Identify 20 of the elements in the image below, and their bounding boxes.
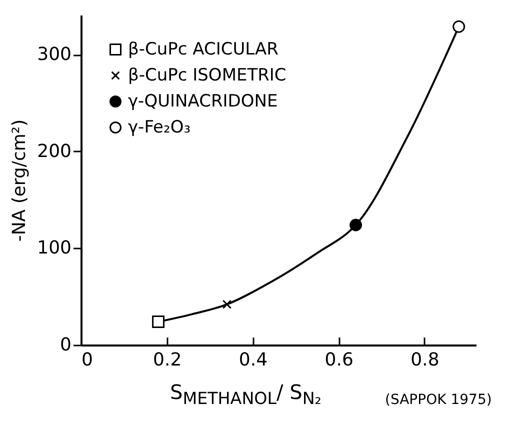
legend-label: γ-QUINACRIDONE xyxy=(128,92,278,112)
legend-label: β-CuPc ACICULAR xyxy=(128,40,279,60)
x-tick-label: 0 xyxy=(82,350,93,370)
point xyxy=(222,300,232,309)
y-tick-label: 0 xyxy=(60,334,72,356)
y-tick-label: 300 xyxy=(37,44,72,66)
x-tick-label: 0.2 xyxy=(153,350,182,370)
x-axis-title: S$_{METHANOL}$/ S$_{N₂}$ xyxy=(170,380,322,408)
legend-label: β-CuPc ISOMETRIC xyxy=(128,66,286,86)
text: (SAPPOK 1975) xyxy=(385,392,492,408)
y-tick-label: 100 xyxy=(37,238,72,259)
legend-label: γ-Fe₂O₃ xyxy=(128,118,191,138)
point xyxy=(152,316,165,328)
x-tick-label: 0.6 xyxy=(324,350,354,370)
point xyxy=(452,20,466,33)
x-tick-label: 0.8 xyxy=(410,350,440,370)
y-axis-title: -NA (erg/cm²) xyxy=(9,119,30,242)
x-tick-label: 0.4 xyxy=(238,350,268,370)
y-tick-label: 200 xyxy=(37,140,72,162)
point xyxy=(350,218,362,232)
